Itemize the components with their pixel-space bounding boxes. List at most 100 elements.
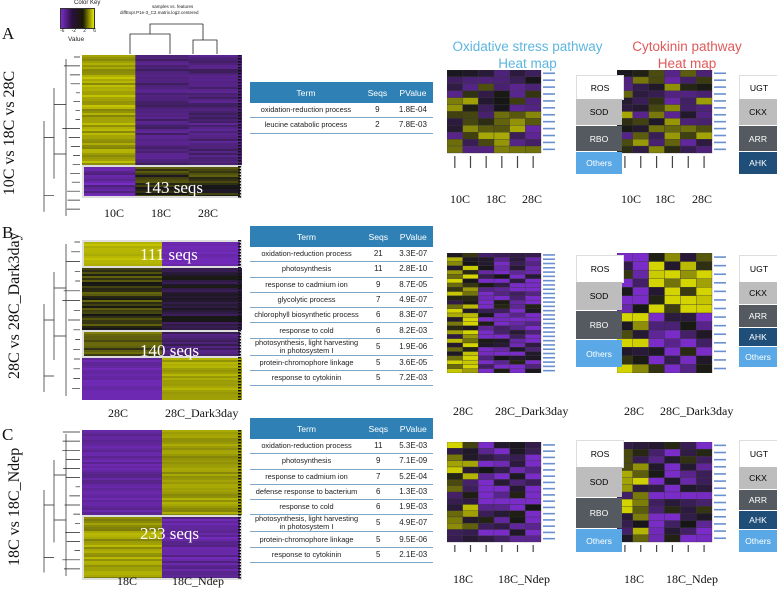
heatmap-cell (632, 321, 649, 331)
heatmap-cell (162, 545, 242, 548)
heatmap-cell (82, 466, 163, 469)
heatmap-cell (162, 486, 242, 489)
heatmap-cell (680, 287, 697, 297)
heatmap-cell (82, 378, 163, 381)
heatmap-cell (648, 442, 665, 450)
heatmap-cell (82, 358, 163, 361)
heatmap-cell (82, 159, 136, 162)
heatmap-cell (82, 107, 136, 110)
gene-label-mark (543, 148, 555, 151)
heatmap-cell (135, 143, 189, 146)
heatmap-cell (493, 364, 510, 369)
heatmap-cell (188, 139, 242, 142)
heatmap-cell (648, 456, 665, 464)
heatmap-cell (447, 253, 463, 258)
heatmap-cell (648, 484, 665, 493)
gene-label-mark (543, 275, 555, 278)
heatmap-cell (82, 270, 163, 273)
heatmap-cell (632, 477, 649, 486)
heatmap-cell (188, 87, 242, 90)
heatmap-cell (447, 132, 463, 140)
heatmap-cell (162, 394, 242, 397)
gene-label-mark (543, 462, 555, 465)
heatmap-cell (82, 316, 163, 319)
ox-cat-ros: ROS (576, 440, 624, 468)
heatmap-cell (162, 521, 242, 524)
cy-cat-arr: ARR (739, 126, 777, 151)
heatmap-cell (478, 317, 495, 322)
row-tick (238, 547, 241, 549)
heatmap-cell (82, 436, 163, 439)
heatmap-cell (162, 326, 242, 329)
heatmap-cell (188, 115, 242, 118)
heatmap-cell (664, 520, 681, 528)
heatmap-cell (493, 304, 510, 309)
table-row: response to cytokinin 5 7.2E-03 (250, 370, 433, 387)
row-tick (238, 169, 241, 171)
heatmap-cell (462, 342, 479, 348)
panel-c-cluster-label: 233 seqs (140, 524, 200, 543)
heatmap-cell (82, 258, 163, 261)
heatmap-cell (664, 132, 681, 140)
panel-c-xlabel-1: 18C_Ndep (172, 574, 224, 588)
row-tick (238, 300, 241, 302)
heatmap-cell (462, 304, 479, 309)
heatmap-cell (82, 386, 163, 389)
heatmap-cell (525, 347, 542, 352)
table-row: response to cytokinin 5 2.1E-03 (250, 547, 433, 564)
heatmap-cell (82, 137, 136, 140)
heatmap-cell (188, 107, 242, 110)
row-tick (238, 339, 241, 341)
heatmap-cell (82, 326, 163, 329)
heatmap-cell (188, 85, 242, 88)
column-label-mark (485, 156, 487, 168)
heatmap-cell (462, 498, 479, 505)
heatmap-cell (525, 448, 542, 455)
heatmap-cell (525, 70, 542, 78)
heatmap-cell (680, 534, 697, 543)
heatmap-cell (162, 535, 242, 538)
row-tick (238, 475, 241, 477)
heatmap-cell (664, 83, 681, 91)
heatmap-cell (493, 83, 510, 91)
heatmap-cell (509, 261, 526, 267)
gene-label-mark (714, 79, 726, 81)
heatmap-cell (135, 111, 189, 114)
heatmap-cell (696, 111, 713, 119)
heatmap-cell (82, 456, 163, 459)
heatmap-cell (632, 329, 649, 339)
cy-cat-ckx: CKX (739, 467, 777, 489)
table-row: response to cold 6 8.2E-03 (250, 322, 433, 339)
heatmap-cell (648, 463, 665, 471)
row-tick (238, 517, 241, 519)
heatmap-cell (525, 265, 542, 271)
row-tick (238, 118, 241, 120)
heatmap-cell (462, 364, 479, 369)
row-tick (238, 255, 241, 257)
heatmap-cell (162, 551, 242, 554)
heatmap-cell (648, 125, 665, 133)
row-tick (238, 559, 241, 561)
heatmap-cell (462, 529, 479, 536)
heatmap-cell (493, 253, 510, 258)
cy-cat-ugt: UGT (739, 75, 777, 100)
heatmap-cell (162, 527, 242, 530)
heatmap-cell (162, 444, 242, 447)
heatmap-cell (493, 351, 510, 357)
gene-label-mark (714, 324, 726, 327)
heatmap-cell (447, 125, 463, 133)
ox-cat-ros: ROS (576, 75, 624, 100)
heatmap-cell (188, 189, 242, 192)
heatmap-cell (82, 169, 136, 172)
heatmap-cell (462, 145, 479, 154)
heatmap-cell (648, 470, 665, 478)
heatmap-cell (82, 434, 163, 437)
heatmap-cell (509, 454, 526, 461)
gene-label-mark (543, 512, 555, 515)
heatmap-cell (188, 163, 242, 166)
row-tick (238, 88, 241, 90)
heatmap-cell (493, 473, 510, 480)
heatmap-cell (82, 557, 163, 560)
heatmap-cell (82, 394, 163, 397)
heatmap-cell (696, 484, 713, 493)
